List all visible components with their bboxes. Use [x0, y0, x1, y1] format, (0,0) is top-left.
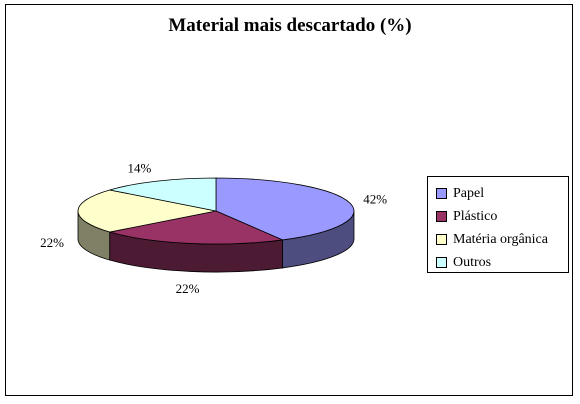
legend-label-outros: Outros: [453, 254, 492, 270]
data-label-papel: 42%: [363, 191, 387, 206]
legend-item-outros: Outros: [428, 251, 568, 274]
data-label-materia-organica: 22%: [40, 235, 64, 250]
data-label-plastico: 22%: [176, 281, 200, 296]
chart-title: Material mais descartado (%): [168, 15, 412, 36]
legend: Papel Plástico Matéria orgânica Outros: [427, 176, 569, 273]
pie-slice-materia-organica: [77, 189, 217, 233]
legend-label-papel: Papel: [453, 185, 485, 201]
pie-slice-papel: [215, 177, 355, 241]
data-label-outros: 14%: [127, 160, 151, 175]
pie-slice-plastico: [109, 210, 284, 245]
legend-swatch-materia-organica: [436, 234, 447, 245]
legend-item-materia-organica: Matéria orgânica: [428, 228, 568, 251]
legend-label-plastico: Plástico: [453, 208, 498, 224]
legend-label-materia-organica: Matéria orgânica: [453, 231, 548, 247]
legend-swatch-outros: [436, 257, 447, 268]
legend-swatch-papel: [436, 188, 447, 199]
pie-slice-outros: [109, 177, 217, 212]
legend-item-plastico: Plástico: [428, 205, 568, 228]
legend-swatch-plastico: [436, 211, 447, 222]
legend-item-papel: Papel: [428, 182, 568, 205]
